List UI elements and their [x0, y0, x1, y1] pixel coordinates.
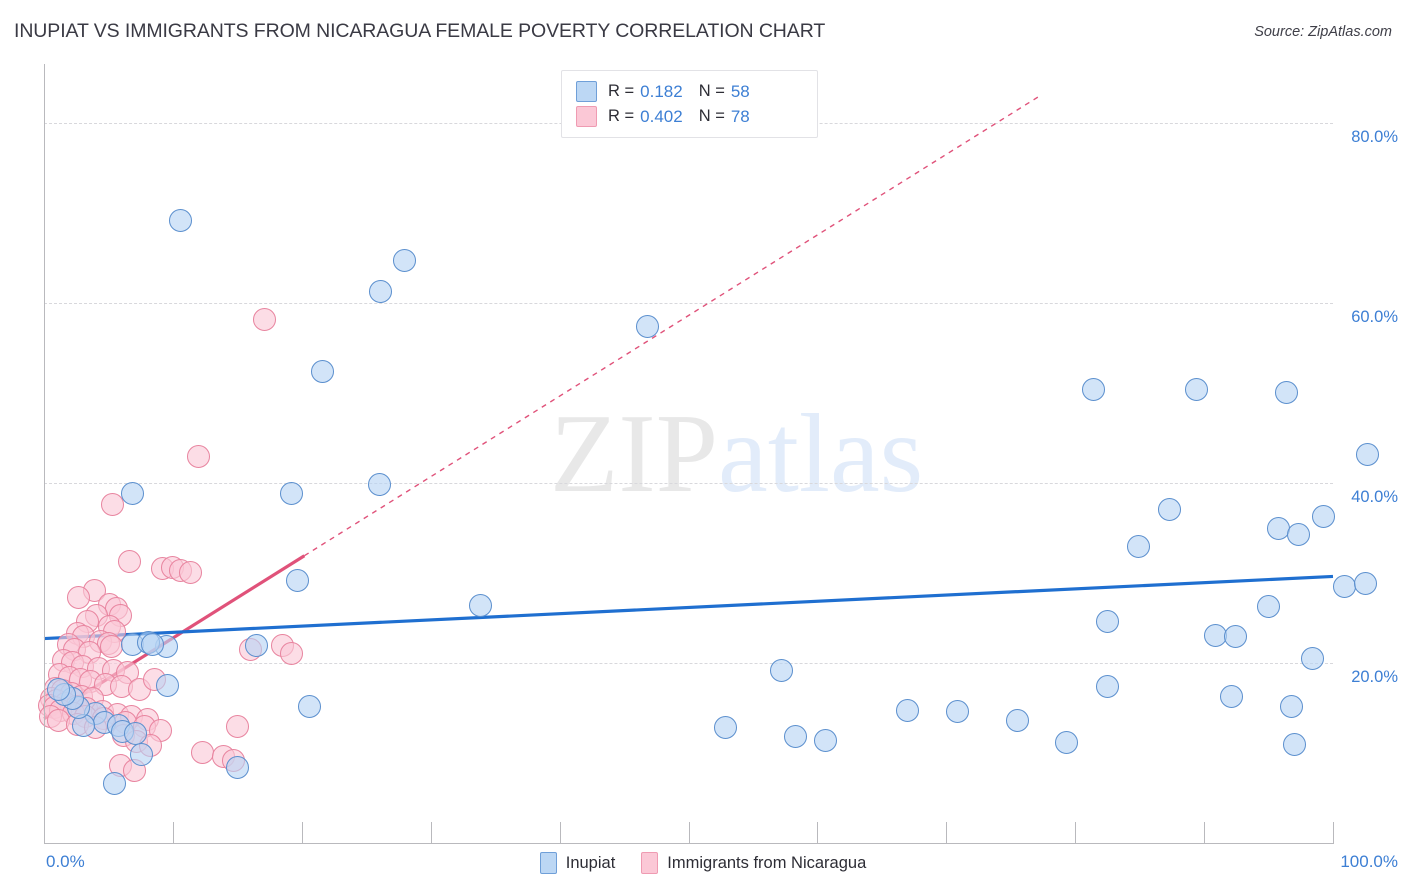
- data-point-inupiat[interactable]: [1157, 498, 1181, 522]
- data-point-inupiat[interactable]: [1054, 730, 1078, 754]
- data-point-inupiat[interactable]: [279, 482, 303, 506]
- data-point-inupiat[interactable]: [124, 721, 148, 745]
- data-point-inupiat[interactable]: [393, 248, 417, 272]
- r-label-nicaragua: R =: [608, 107, 635, 125]
- data-point-nicaragua[interactable]: [99, 635, 123, 659]
- series-swatch-nicaragua: [641, 852, 659, 874]
- legend-swatch-nicaragua: [576, 106, 597, 127]
- gridline-60.0: [44, 302, 1333, 304]
- data-point-inupiat[interactable]: [103, 772, 127, 796]
- data-point-inupiat[interactable]: [896, 699, 920, 723]
- y-tick-label-20.0: 20.0%: [1351, 667, 1398, 686]
- data-point-inupiat[interactable]: [1081, 377, 1105, 401]
- data-point-nicaragua[interactable]: [100, 492, 124, 516]
- data-point-inupiat[interactable]: [130, 743, 154, 767]
- data-point-inupiat[interactable]: [469, 593, 493, 617]
- gridline-20.0: [44, 662, 1333, 664]
- data-point-inupiat[interactable]: [635, 314, 659, 338]
- n-value-inupiat: 58: [730, 81, 750, 101]
- gridline-40.0: [44, 482, 1333, 484]
- data-point-inupiat[interactable]: [946, 700, 970, 724]
- data-point-inupiat[interactable]: [1356, 443, 1380, 467]
- data-point-inupiat[interactable]: [1300, 646, 1324, 670]
- data-point-nicaragua[interactable]: [225, 715, 249, 739]
- data-point-inupiat[interactable]: [225, 755, 249, 779]
- data-point-inupiat[interactable]: [769, 658, 793, 682]
- x-tick-30: [430, 822, 432, 844]
- x-tick-90: [1204, 822, 1206, 844]
- series-legend-item-nicaragua[interactable]: Immigrants from Nicaragua: [641, 852, 866, 874]
- data-point-inupiat[interactable]: [1126, 535, 1150, 559]
- series-label-nicaragua: Immigrants from Nicaragua: [667, 853, 867, 872]
- data-point-inupiat[interactable]: [1275, 381, 1299, 405]
- data-point-inupiat[interactable]: [1095, 609, 1119, 633]
- x-tick-40: [559, 822, 561, 844]
- data-point-inupiat[interactable]: [140, 633, 164, 657]
- data-point-inupiat[interactable]: [1280, 694, 1304, 718]
- data-point-inupiat[interactable]: [156, 673, 180, 697]
- data-point-inupiat[interactable]: [121, 482, 145, 506]
- source-attribution: Source: ZipAtlas.com: [1254, 24, 1392, 40]
- data-point-inupiat[interactable]: [1286, 522, 1310, 546]
- data-point-inupiat[interactable]: [368, 280, 392, 304]
- x-tick-70: [946, 822, 948, 844]
- correlation-stats-legend: R = 0.182 N = 58 R = 0.402 N = 78: [561, 70, 818, 138]
- page-title: INUPIAT VS IMMIGRANTS FROM NICARAGUA FEM…: [14, 20, 826, 42]
- n-value-nicaragua: 78: [730, 106, 750, 126]
- legend-swatch-inupiat: [576, 81, 597, 102]
- series-swatch-inupiat: [539, 852, 557, 874]
- x-tick-80: [1075, 822, 1077, 844]
- data-point-nicaragua[interactable]: [67, 585, 91, 609]
- n-label-inupiat: N =: [698, 82, 725, 100]
- data-point-inupiat[interactable]: [310, 360, 334, 384]
- series-label-inupiat: Inupiat: [565, 853, 616, 872]
- y-axis-line: [44, 64, 45, 843]
- data-point-nicaragua[interactable]: [179, 561, 203, 585]
- data-point-inupiat[interactable]: [813, 728, 837, 752]
- data-point-inupiat[interactable]: [298, 694, 322, 718]
- data-point-inupiat[interactable]: [286, 568, 310, 592]
- data-point-inupiat[interactable]: [245, 634, 269, 658]
- data-point-inupiat[interactable]: [46, 678, 70, 702]
- stats-row-inupiat: R = 0.182 N = 58: [576, 79, 805, 104]
- data-point-inupiat[interactable]: [783, 725, 807, 749]
- data-point-inupiat[interactable]: [1257, 594, 1281, 618]
- data-point-inupiat[interactable]: [367, 473, 391, 497]
- x-axis-max-label: 100.0%: [1340, 852, 1398, 871]
- series-legend: Inupiat Immigrants from Nicaragua: [0, 852, 1406, 874]
- r-value-nicaragua: 0.402: [640, 106, 683, 126]
- x-axis-min-label: 0.0%: [46, 852, 85, 871]
- n-label-nicaragua: N =: [698, 107, 725, 125]
- data-point-nicaragua[interactable]: [279, 642, 303, 666]
- data-point-inupiat[interactable]: [1282, 733, 1306, 757]
- plot-area: ZIPatlas: [37, 64, 1380, 844]
- data-point-nicaragua[interactable]: [187, 445, 211, 469]
- y-tick-label-40.0: 40.0%: [1351, 487, 1398, 506]
- data-point-inupiat[interactable]: [1223, 625, 1247, 649]
- data-point-nicaragua[interactable]: [252, 308, 276, 332]
- data-point-inupiat[interactable]: [1184, 377, 1208, 401]
- data-point-inupiat[interactable]: [1333, 574, 1357, 598]
- data-point-inupiat[interactable]: [714, 716, 738, 740]
- x-axis-line: [44, 843, 1333, 844]
- y-tick-label-80.0: 80.0%: [1351, 127, 1398, 146]
- data-point-inupiat[interactable]: [1353, 572, 1377, 596]
- data-point-inupiat[interactable]: [1095, 674, 1119, 698]
- r-value-inupiat: 0.182: [640, 81, 683, 101]
- data-point-inupiat[interactable]: [1312, 504, 1336, 528]
- x-tick-10: [172, 822, 174, 844]
- x-tick-100: [1333, 822, 1334, 844]
- data-point-inupiat[interactable]: [1219, 684, 1243, 708]
- data-point-inupiat[interactable]: [169, 209, 193, 233]
- r-label-inupiat: R =: [608, 82, 635, 100]
- data-point-nicaragua[interactable]: [117, 549, 141, 573]
- stats-row-nicaragua: R = 0.402 N = 78: [576, 104, 805, 129]
- series-legend-item-inupiat[interactable]: Inupiat: [539, 852, 616, 874]
- x-tick-20: [301, 822, 303, 844]
- y-tick-label-60.0: 60.0%: [1351, 307, 1398, 326]
- x-tick-50: [688, 822, 690, 844]
- x-tick-60: [817, 822, 819, 844]
- data-point-inupiat[interactable]: [1005, 709, 1029, 733]
